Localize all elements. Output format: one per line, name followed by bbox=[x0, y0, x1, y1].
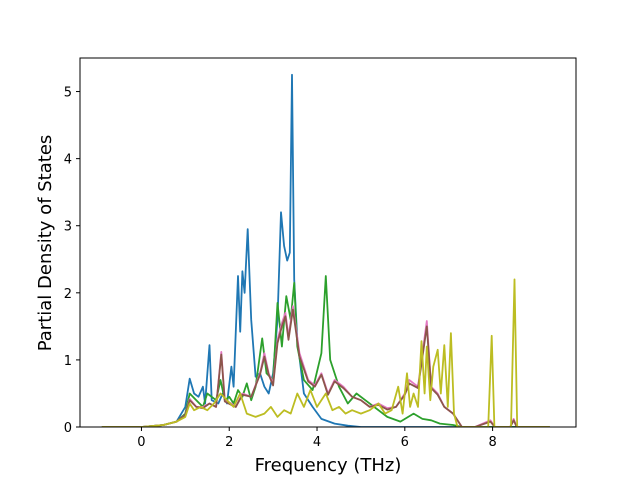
x-tick-label: 6 bbox=[401, 435, 409, 450]
y-tick-label: 4 bbox=[64, 153, 72, 168]
series-line-4 bbox=[101, 308, 550, 427]
y-axis: 0 1 2 3 4 5 bbox=[64, 86, 80, 436]
x-tick-label: 8 bbox=[488, 435, 496, 450]
series-line-5 bbox=[101, 278, 550, 427]
y-tick-label: 3 bbox=[64, 220, 72, 235]
x-axis-label: Frequency (THz) bbox=[255, 455, 402, 476]
y-tick-label: 5 bbox=[64, 86, 72, 101]
y-tick-label: 0 bbox=[64, 421, 72, 436]
x-tick-label: 0 bbox=[137, 435, 145, 450]
series-layer bbox=[101, 73, 550, 427]
x-axis: 0 2 4 6 8 bbox=[137, 427, 497, 450]
y-tick-label: 1 bbox=[64, 354, 72, 369]
y-axis-label: Partial Density of States bbox=[35, 135, 56, 352]
x-tick-label: 2 bbox=[225, 435, 233, 450]
plot-frame bbox=[79, 57, 577, 428]
series-line-2 bbox=[101, 275, 550, 427]
x-tick-label: 4 bbox=[313, 435, 321, 450]
y-tick-label: 2 bbox=[64, 287, 72, 302]
